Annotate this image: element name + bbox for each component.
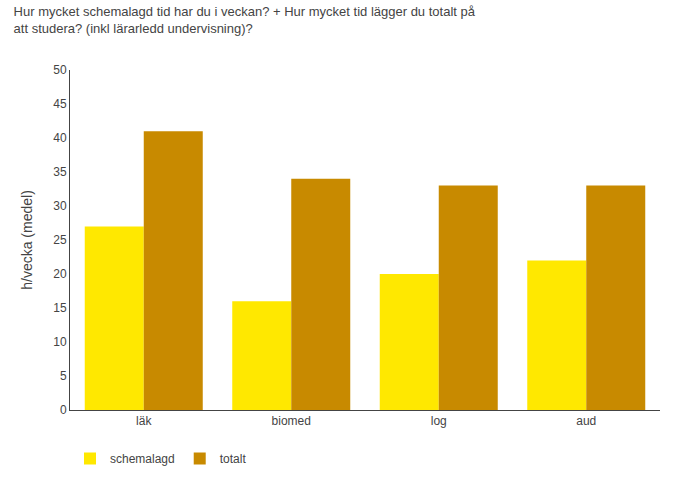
svg-text:h/vecka (medel): h/vecka (medel): [19, 190, 35, 290]
svg-text:35: 35: [53, 165, 67, 179]
svg-text:40: 40: [53, 131, 67, 145]
svg-text:aud: aud: [576, 414, 596, 428]
svg-text:totalt: totalt: [220, 452, 247, 466]
svg-text:läk: läk: [136, 414, 152, 428]
svg-text:Hur mycket schemalagd tid har: Hur mycket schemalagd tid har du i vecka…: [14, 4, 476, 36]
svg-text:45: 45: [53, 97, 67, 111]
svg-text:biomed: biomed: [272, 414, 311, 428]
svg-text:15: 15: [53, 301, 67, 315]
svg-text:20: 20: [53, 267, 67, 281]
svg-text:10: 10: [53, 335, 67, 349]
svg-text:0: 0: [60, 403, 67, 417]
svg-text:5: 5: [60, 369, 67, 383]
svg-text:schemalagd: schemalagd: [110, 452, 175, 466]
svg-text:50: 50: [53, 63, 67, 77]
svg-text:log: log: [431, 414, 447, 428]
svg-text:25: 25: [53, 233, 67, 247]
svg-text:30: 30: [53, 199, 67, 213]
